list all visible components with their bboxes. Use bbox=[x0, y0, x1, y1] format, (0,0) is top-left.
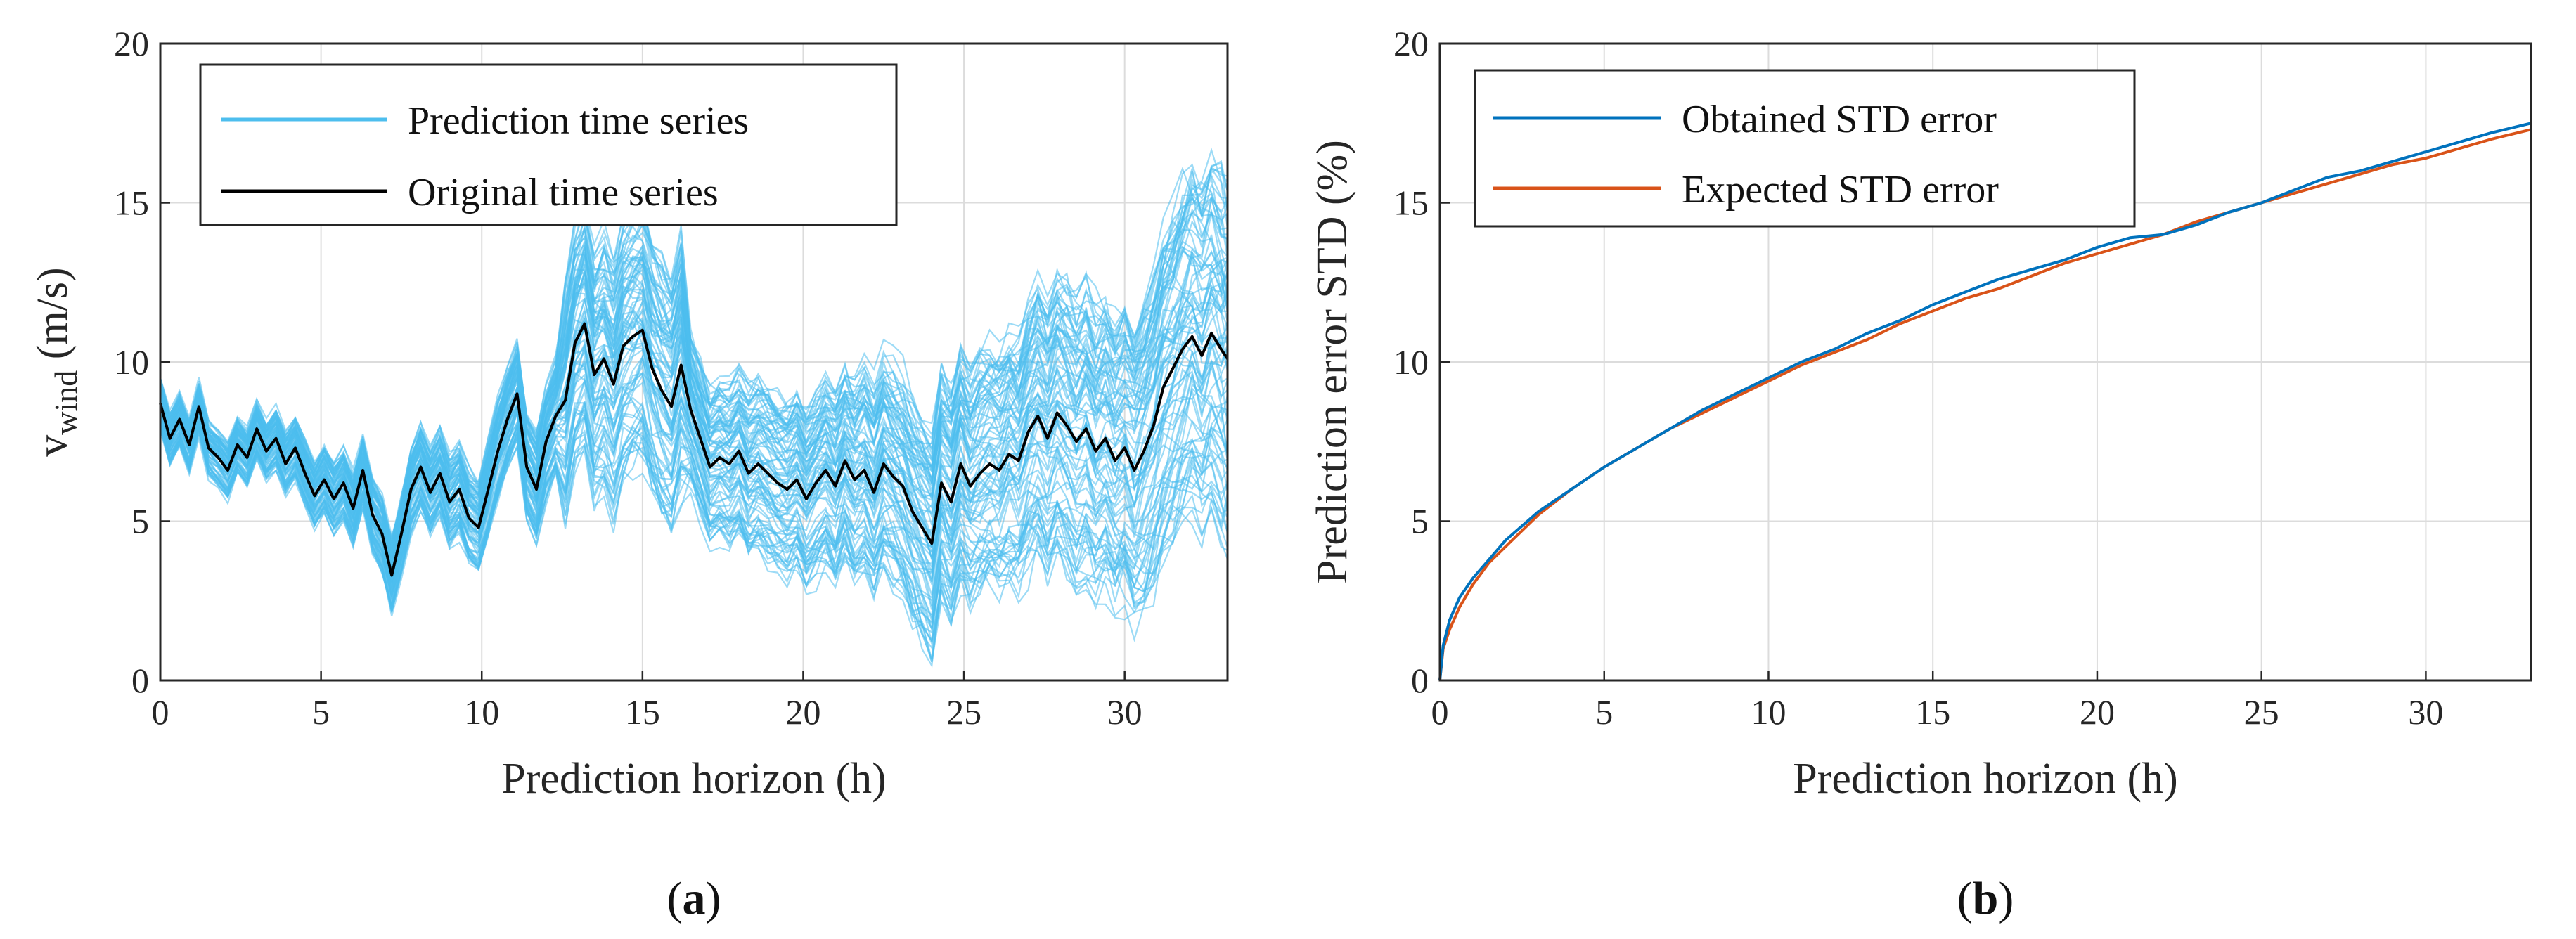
panel-label-b-open: ( bbox=[1957, 873, 1973, 924]
ylabel-main: v bbox=[29, 435, 77, 457]
prediction-trajectory bbox=[159, 372, 1229, 607]
x-tick-label: 0 bbox=[152, 692, 169, 732]
prediction-trajectory bbox=[159, 425, 1228, 662]
x-tick-label: 30 bbox=[2408, 692, 2443, 732]
x-tick-label: 25 bbox=[2244, 692, 2279, 732]
chart-b: 0 5 10 15 20 25 30 0 5 10 15 20 Obtained STD error … bbox=[1308, 24, 2532, 924]
chart-a-legend-box bbox=[199, 63, 898, 226]
y-tick-label: 20 bbox=[114, 24, 149, 63]
x-tick-label: 30 bbox=[1107, 692, 1142, 732]
x-tick-label: 10 bbox=[1751, 692, 1786, 732]
y-tick-label: 5 bbox=[1411, 502, 1429, 541]
panel-label-a: (a) bbox=[667, 873, 721, 924]
x-tick-label: 15 bbox=[625, 692, 660, 732]
chart-a-prediction-ensemble bbox=[159, 147, 1229, 668]
chart-b-legend: Obtained STD error Expected STD error bbox=[1474, 69, 2136, 228]
chart-a-legend: Prediction time series Original time ser… bbox=[199, 63, 898, 226]
prediction-trajectory bbox=[159, 428, 1229, 668]
y-tick-label: 15 bbox=[114, 183, 149, 223]
x-tick-label: 15 bbox=[1915, 692, 1950, 732]
prediction-trajectory bbox=[159, 183, 1228, 550]
chart-a-x-axis-label: Prediction horizon (h) bbox=[501, 755, 887, 803]
panel-label-a-open: ( bbox=[667, 873, 683, 924]
prediction-trajectory bbox=[159, 405, 1228, 646]
prediction-trajectory bbox=[159, 396, 1229, 621]
x-tick-label: 20 bbox=[785, 692, 820, 732]
chart-b-series bbox=[1438, 122, 2532, 681]
y-tick-label: 10 bbox=[1393, 342, 1429, 382]
panel-label-b: (b) bbox=[1957, 873, 2014, 924]
prediction-trajectory bbox=[159, 210, 1228, 557]
chart-a-series bbox=[159, 322, 1229, 577]
series-original bbox=[159, 322, 1229, 577]
x-tick-label: 0 bbox=[1431, 692, 1449, 732]
chart-a-y-axis-label: vwind (m/s) bbox=[29, 267, 84, 456]
prediction-trajectory bbox=[159, 197, 1228, 556]
legend-label-expected: Expected STD error bbox=[1682, 168, 1999, 212]
chart-b-y-axis-label: Prediction error STD (%) bbox=[1308, 140, 1356, 584]
y-tick-label: 20 bbox=[1393, 24, 1429, 63]
legend-label-original: Original time series bbox=[408, 171, 719, 214]
y-tick-label: 15 bbox=[1393, 183, 1429, 223]
series-expected bbox=[1438, 128, 2532, 681]
ylabel-unit: (m/s) bbox=[29, 267, 77, 370]
chart-b-grid bbox=[1440, 44, 2531, 680]
prediction-trajectory bbox=[159, 415, 1229, 621]
panel-label-b-close: ) bbox=[1998, 873, 2014, 924]
panel-label-a-close: ) bbox=[706, 873, 721, 924]
x-tick-label: 10 bbox=[464, 692, 499, 732]
ylabel-subscript: wind bbox=[48, 370, 84, 435]
y-tick-label: 10 bbox=[114, 342, 149, 382]
y-tick-label: 5 bbox=[131, 502, 149, 541]
prediction-trajectory bbox=[159, 300, 1228, 567]
y-tick-label: 0 bbox=[1411, 661, 1429, 700]
panel-label-b-letter: b bbox=[1973, 873, 1999, 924]
legend-label-obtained: Obtained STD error bbox=[1682, 98, 1997, 141]
series-obtained bbox=[1438, 122, 2532, 681]
x-tick-label: 25 bbox=[946, 692, 981, 732]
legend-label-prediction: Prediction time series bbox=[408, 99, 749, 143]
x-tick-label: 20 bbox=[2080, 692, 2115, 732]
chart-b-legend-box bbox=[1474, 69, 2136, 228]
y-tick-label: 0 bbox=[131, 661, 149, 700]
x-tick-label: 5 bbox=[1595, 692, 1613, 732]
prediction-trajectory bbox=[159, 360, 1228, 592]
panel-label-a-letter: a bbox=[683, 873, 706, 924]
chart-a-ticks: 0 5 10 15 20 25 30 0 5 10 15 20 bbox=[114, 24, 1142, 732]
chart-b-ticks: 0 5 10 15 20 25 30 0 5 10 15 20 bbox=[1393, 24, 2443, 732]
x-tick-label: 5 bbox=[312, 692, 330, 732]
chart-a: 0 5 10 15 20 25 30 0 5 10 15 20 Prediction time ser… bbox=[29, 24, 1229, 924]
chart-b-x-axis-label: Prediction horizon (h) bbox=[1793, 755, 2178, 803]
